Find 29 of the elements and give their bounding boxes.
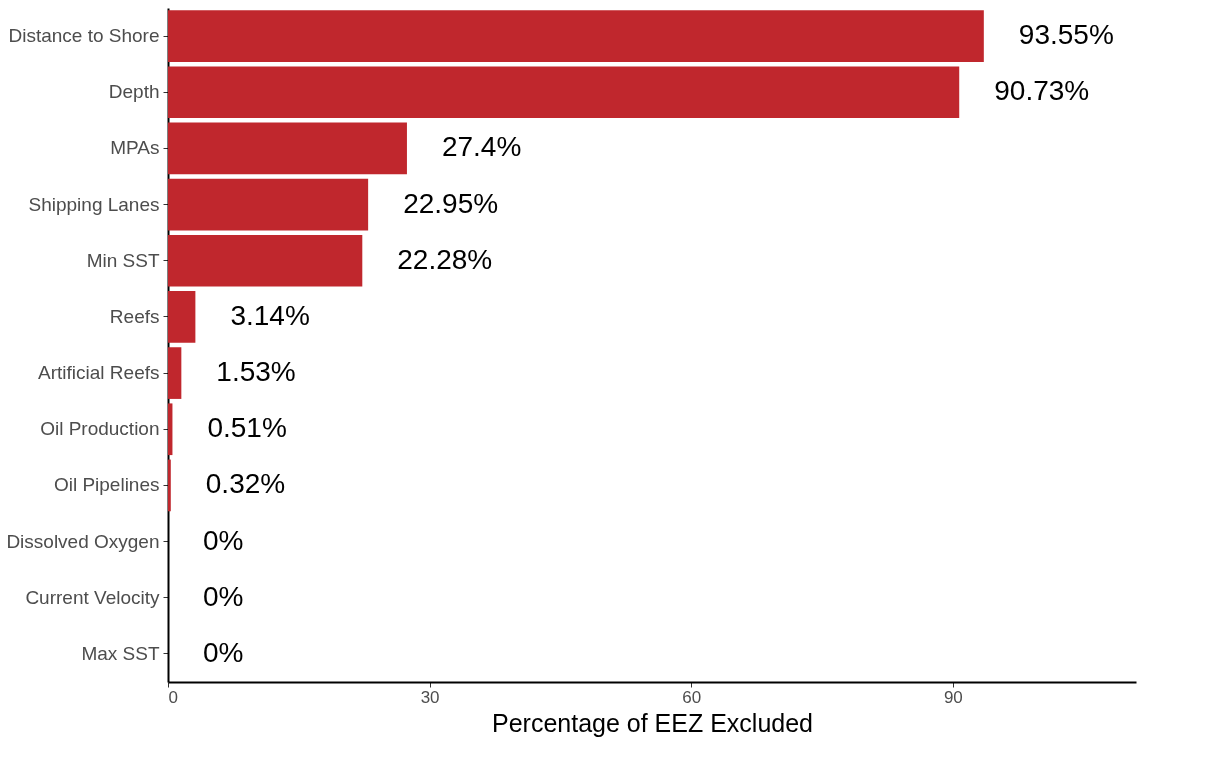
x-tick-label: 90 xyxy=(943,687,963,707)
y-tick-label: Current Velocity xyxy=(25,586,160,608)
y-tick-label: Depth xyxy=(108,81,160,103)
data-label: 0% xyxy=(203,524,244,556)
y-tick-label: Reefs xyxy=(109,305,160,327)
data-label: 1.53% xyxy=(216,356,296,388)
x-tick-label: 60 xyxy=(682,687,702,707)
y-tick-label: Shipping Lanes xyxy=(28,193,160,215)
data-label: 0% xyxy=(203,636,244,668)
y-tick-label: Max SST xyxy=(81,642,160,664)
y-tick-label: Oil Pipelines xyxy=(53,474,160,496)
data-label: 0.32% xyxy=(205,468,286,500)
x-tick-label: 30 xyxy=(420,687,440,707)
data-label: 3.14% xyxy=(230,299,310,331)
y-tick-label: Oil Production xyxy=(40,418,160,440)
x-axis-title: Percentage of EEZ Excluded xyxy=(491,708,814,737)
y-tick-label: Artificial Reefs xyxy=(38,362,160,384)
y-tick-label: MPAs xyxy=(110,137,160,159)
data-label: 22.95% xyxy=(403,187,499,219)
data-label: 22.28% xyxy=(397,243,493,275)
x-tick-label: 0 xyxy=(168,687,178,707)
data-label: 27.4% xyxy=(441,131,522,163)
y-tick-label: Distance to Shore xyxy=(8,25,160,47)
y-tick-label: Dissolved Oxygen xyxy=(6,530,160,552)
data-label: 90.73% xyxy=(994,75,1090,107)
data-label: 0% xyxy=(203,580,244,612)
data-label: 93.55% xyxy=(1018,19,1114,51)
y-tick-label: Min SST xyxy=(86,249,160,271)
data-label: 0.51% xyxy=(207,412,287,444)
